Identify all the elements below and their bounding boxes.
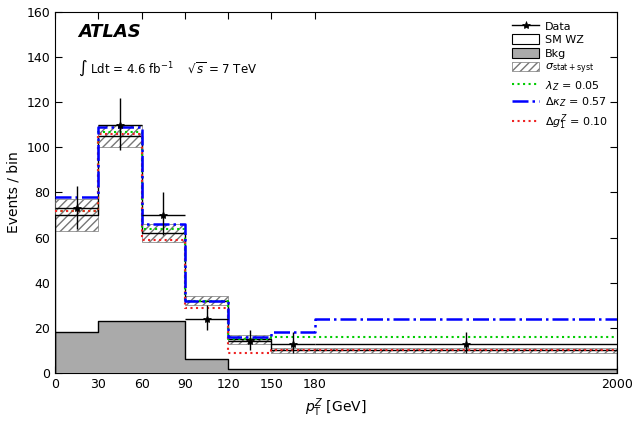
Bar (185, 301, 228, 373)
Bar (271, 368, 315, 373)
Text: $\int$ Ldt = 4.6 fb$^{-1}$    $\sqrt{s}$ = 7 TeV: $\int$ Ldt = 4.6 fb$^{-1}$ $\sqrt{s}$ = … (77, 59, 257, 78)
Bar (141, 233, 185, 373)
Bar (271, 348, 315, 353)
Bar (228, 335, 271, 344)
Bar (99, 136, 141, 373)
Bar (315, 351, 617, 373)
Legend: Data, SM WZ, Bkg, $\sigma_{\mathrm{stat + syst}}$, $\lambda_{Z}$ = 0.05, $\Delta: Data, SM WZ, Bkg, $\sigma_{\mathrm{stat … (508, 17, 612, 135)
Bar (228, 368, 271, 373)
Bar (99, 321, 141, 373)
Text: ATLAS: ATLAS (77, 23, 140, 41)
Bar (55, 332, 99, 373)
X-axis label: $p_{\mathrm{T}}^{Z}$ [GeV]: $p_{\mathrm{T}}^{Z}$ [GeV] (305, 397, 367, 419)
Bar (99, 125, 141, 147)
Y-axis label: Events / bin: Events / bin (7, 152, 21, 233)
Bar (141, 224, 185, 242)
Bar (271, 351, 315, 373)
Bar (141, 321, 185, 373)
Bar (315, 368, 617, 373)
Bar (55, 215, 99, 373)
Bar (55, 199, 99, 231)
Bar (315, 348, 617, 353)
Bar (228, 339, 271, 373)
Bar (185, 360, 228, 373)
Bar (185, 296, 228, 305)
